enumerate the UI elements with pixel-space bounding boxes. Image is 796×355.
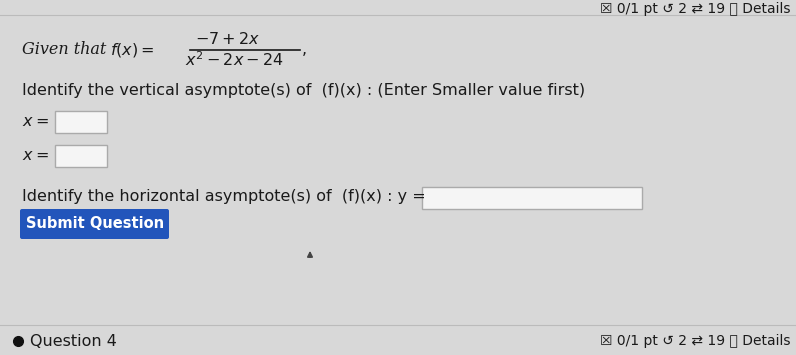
Text: $-7+2x$: $-7+2x$ [195, 32, 260, 49]
Text: ☒ 0/1 pt ↺ 2 ⇄ 19 ⓘ Details: ☒ 0/1 pt ↺ 2 ⇄ 19 ⓘ Details [599, 334, 790, 348]
Text: $x^2-2x-24$: $x^2-2x-24$ [185, 51, 283, 70]
FancyBboxPatch shape [55, 111, 107, 133]
Text: Submit Question: Submit Question [26, 217, 164, 231]
Text: ☒ 0/1 pt ↺ 2 ⇄ 19 ⓘ Details: ☒ 0/1 pt ↺ 2 ⇄ 19 ⓘ Details [599, 2, 790, 16]
FancyBboxPatch shape [55, 145, 107, 167]
Text: ,: , [302, 43, 307, 58]
Text: Identify the vertical asymptote(s) of  (f)(x) : (Enter Smaller value first): Identify the vertical asymptote(s) of (f… [22, 83, 585, 98]
Text: $f(x) =$: $f(x) =$ [110, 41, 154, 59]
FancyBboxPatch shape [422, 187, 642, 209]
Text: Identify the horizontal asymptote(s) of  (f)(x) : y =: Identify the horizontal asymptote(s) of … [22, 190, 426, 204]
FancyBboxPatch shape [20, 209, 169, 239]
Text: Given that: Given that [22, 42, 111, 59]
Text: Question 4: Question 4 [30, 333, 117, 349]
Text: $x =$: $x =$ [22, 114, 49, 129]
Text: $x =$: $x =$ [22, 147, 49, 163]
